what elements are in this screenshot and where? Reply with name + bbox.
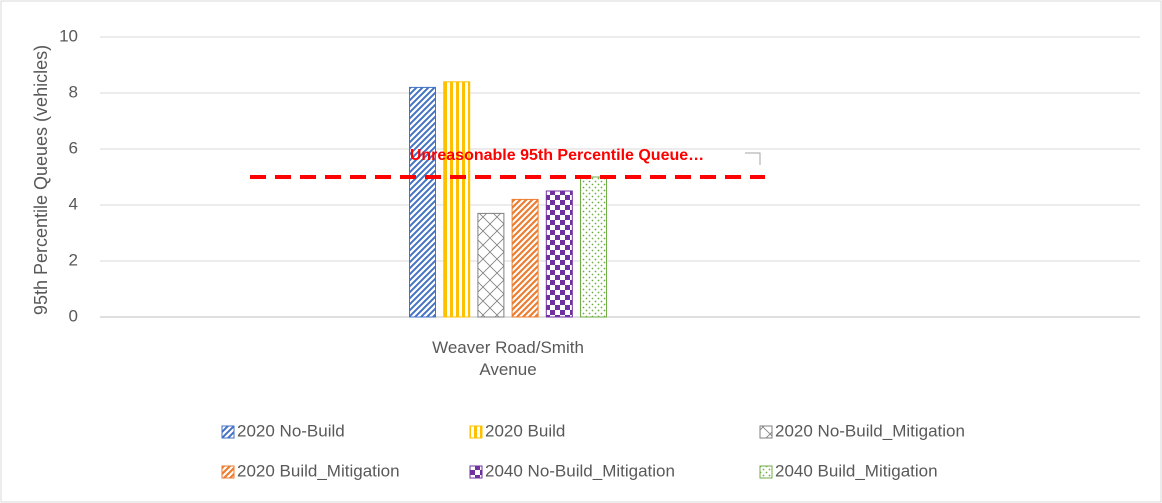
- legend-swatch: [759, 465, 773, 479]
- callout-leader: [745, 152, 761, 165]
- bar: [477, 212, 505, 318]
- y-tick-label: 8: [69, 82, 78, 101]
- reference-label: Unreasonable 95th Percentile Queue…: [410, 147, 704, 164]
- legend-label: 2020 Build_Mitigation: [237, 461, 400, 480]
- legend-swatch: [221, 465, 235, 479]
- y-axis-label: 95th Percentile Queues (vehicles): [31, 45, 51, 315]
- bar: [580, 176, 607, 318]
- legend-swatch: [221, 425, 235, 439]
- bar: [443, 81, 471, 318]
- y-tick-label: 2: [69, 250, 78, 269]
- legend-label: 2020 No-Build: [237, 421, 345, 440]
- legend-swatch: [469, 425, 483, 439]
- legend-swatch: [759, 425, 773, 439]
- bar: [409, 86, 436, 318]
- legend-label: 2040 No-Build_Mitigation: [485, 461, 675, 480]
- bar: [545, 190, 573, 318]
- bar: [511, 198, 539, 318]
- x-tick-label: Weaver Road/Smith Avenue: [432, 338, 584, 379]
- legend-swatch: [469, 465, 483, 479]
- legend-label: 2040 Build_Mitigation: [775, 461, 938, 480]
- y-tick-label: 4: [69, 194, 78, 213]
- y-tick-label: 0: [69, 306, 78, 325]
- legend-label: 2020 No-Build_Mitigation: [775, 421, 965, 440]
- legend-label: 2020 Build: [485, 421, 565, 440]
- y-tick-label: 10: [59, 26, 78, 45]
- y-tick-label: 6: [69, 138, 78, 157]
